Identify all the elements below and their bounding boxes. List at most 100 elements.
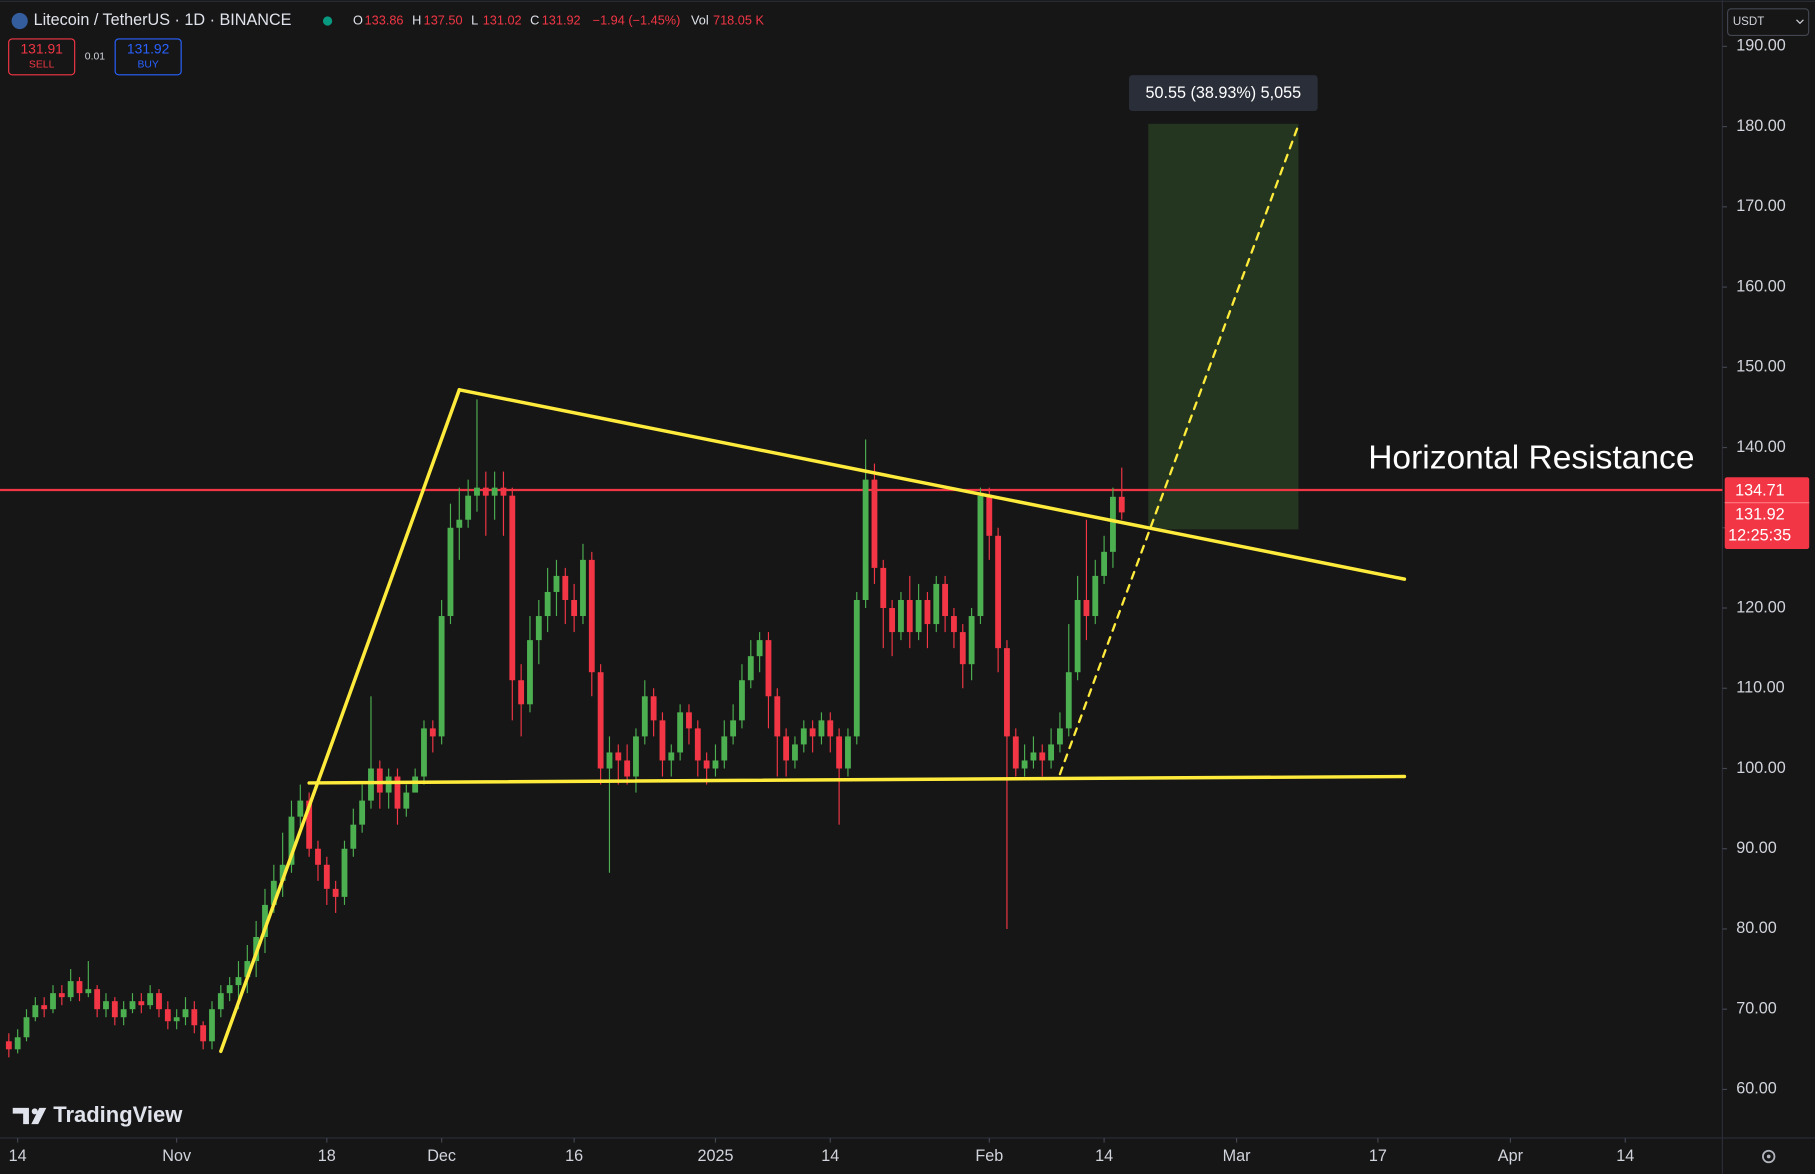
candle-body bbox=[191, 1009, 198, 1026]
projection-line bbox=[1058, 123, 1300, 776]
candle-body bbox=[924, 599, 931, 625]
candle-body bbox=[641, 696, 648, 737]
x-tick-label: Mar bbox=[1223, 1147, 1251, 1165]
candle-body bbox=[668, 752, 675, 761]
candle-body bbox=[235, 977, 242, 986]
candle-body bbox=[659, 720, 666, 761]
candle-body bbox=[544, 591, 551, 617]
candle-body bbox=[14, 1037, 21, 1050]
candle-body bbox=[500, 487, 507, 496]
buy-button[interactable] bbox=[114, 38, 182, 76]
dropdown-caret bbox=[1796, 19, 1804, 25]
candle-body bbox=[509, 495, 516, 681]
x-tick-label: 17 bbox=[1369, 1147, 1387, 1165]
candle-body bbox=[968, 616, 975, 665]
candle-body bbox=[41, 1005, 48, 1010]
y-tick-label: 160.00 bbox=[1736, 277, 1786, 295]
candle-body bbox=[482, 487, 489, 496]
x-tick-label: 16 bbox=[565, 1147, 583, 1165]
candle-body bbox=[332, 888, 339, 897]
legend-value: 131.92 bbox=[542, 12, 581, 27]
y-tick-label: 180.00 bbox=[1736, 117, 1786, 135]
legend-key: L bbox=[471, 12, 478, 27]
candle-body bbox=[518, 680, 525, 705]
candle-body bbox=[58, 993, 65, 998]
plot-area: 50.55 (38.93%) 5,055 Horizontal Resistanc… bbox=[0, 75, 1723, 1058]
candle-body bbox=[624, 760, 631, 777]
x-tick-label: Nov bbox=[162, 1147, 192, 1165]
candle-body bbox=[862, 479, 869, 600]
candle-body bbox=[580, 559, 586, 617]
candle-body bbox=[262, 904, 268, 937]
candle-body bbox=[288, 816, 295, 865]
y-tick-label: 100.00 bbox=[1736, 759, 1786, 777]
x-tick-label: 14 bbox=[1095, 1147, 1113, 1165]
candle-body bbox=[535, 616, 542, 641]
candle-body bbox=[562, 575, 569, 600]
candle-body bbox=[730, 720, 737, 737]
settings-icon-dot bbox=[1766, 1154, 1771, 1159]
candle-body bbox=[1030, 752, 1037, 761]
candle-body bbox=[774, 696, 781, 737]
legend-value: 133.86 bbox=[365, 12, 404, 27]
currency: USDT bbox=[1733, 16, 1764, 28]
candle-body bbox=[792, 744, 798, 761]
candle-body bbox=[1021, 760, 1028, 769]
candle-body bbox=[527, 640, 533, 705]
candle-body bbox=[306, 800, 313, 849]
candle-body bbox=[403, 792, 410, 809]
candle-body bbox=[959, 632, 966, 665]
candle-body bbox=[5, 1041, 12, 1050]
legend-key: H bbox=[412, 12, 421, 27]
candle-body bbox=[800, 728, 807, 745]
candle-body bbox=[103, 1001, 109, 1010]
candle-body bbox=[1004, 648, 1010, 737]
candle-body bbox=[694, 728, 701, 761]
sell-button[interactable] bbox=[8, 38, 76, 76]
candle-body bbox=[429, 728, 436, 737]
candle-body bbox=[1048, 744, 1055, 761]
currency-select[interactable] bbox=[1727, 8, 1810, 37]
market-status bbox=[322, 16, 333, 26]
volume-key: Vol bbox=[691, 12, 709, 27]
candle-body bbox=[138, 1001, 145, 1006]
symbol-title: Litecoin / TetherUS · 1D · BINANCE bbox=[34, 11, 292, 29]
candle-body bbox=[986, 495, 993, 536]
candle-body bbox=[942, 583, 949, 617]
resistance-price: 134.71 bbox=[1735, 481, 1785, 499]
candle-body bbox=[712, 760, 719, 769]
candle-body bbox=[1012, 736, 1019, 769]
candle-body bbox=[977, 495, 984, 617]
candle-body bbox=[32, 1005, 39, 1018]
candle-body bbox=[1057, 728, 1063, 745]
candle-body bbox=[474, 487, 480, 496]
y-tick-label: 170.00 bbox=[1736, 197, 1786, 215]
candle-body bbox=[871, 479, 878, 568]
candle-body bbox=[686, 712, 692, 729]
candle-body bbox=[341, 848, 348, 897]
candle-body bbox=[853, 599, 860, 737]
candle-body bbox=[465, 495, 472, 520]
trendline bbox=[307, 774, 1407, 785]
candle-body bbox=[156, 993, 162, 1010]
last-price: 131.92 bbox=[1735, 506, 1785, 524]
candle-body bbox=[933, 583, 940, 625]
candle-body bbox=[85, 989, 92, 994]
candle-body bbox=[836, 736, 843, 769]
legend-value: 131.02 bbox=[483, 12, 522, 27]
candle-body bbox=[677, 712, 684, 753]
settings-icon[interactable] bbox=[1762, 1149, 1776, 1164]
measure-label: 50.55 (38.93%) 5,055 bbox=[1145, 84, 1301, 102]
candle-body bbox=[615, 752, 622, 761]
candle-body bbox=[438, 616, 445, 737]
candle-body bbox=[1101, 551, 1108, 576]
candle-body bbox=[359, 800, 366, 825]
candle-body bbox=[1110, 496, 1116, 552]
candle-body bbox=[244, 961, 251, 978]
candle-body bbox=[129, 1001, 136, 1010]
x-tick-label: Apr bbox=[1498, 1147, 1524, 1165]
candle-body bbox=[376, 768, 383, 793]
y-tick-label: 150.00 bbox=[1736, 358, 1786, 376]
